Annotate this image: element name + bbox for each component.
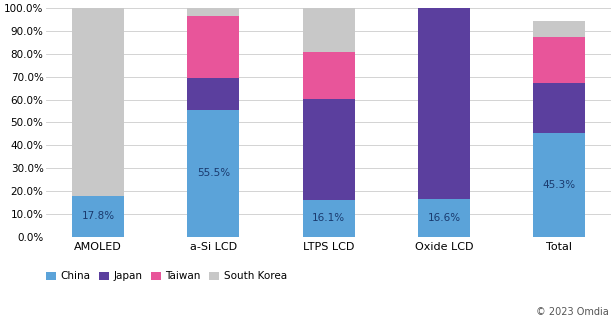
Text: © 2023 Omdia: © 2023 Omdia [536,307,609,317]
Bar [303,52,354,99]
Bar [533,133,585,236]
Bar [72,196,124,236]
Bar [72,8,124,196]
Bar [188,110,239,236]
Text: 16.1%: 16.1% [312,213,345,223]
Text: 45.3%: 45.3% [542,180,576,190]
Bar [303,99,354,200]
Bar [303,200,354,236]
Bar [533,83,585,133]
Text: 55.5%: 55.5% [197,168,230,178]
Bar [303,8,354,52]
Bar [188,78,239,110]
Bar [188,8,239,16]
Bar [533,21,585,37]
Text: 17.8%: 17.8% [81,211,114,221]
Text: 16.6%: 16.6% [427,212,461,223]
Bar [418,199,470,236]
Legend: China, Japan, Taiwan, South Korea: China, Japan, Taiwan, South Korea [46,271,287,282]
Bar [533,37,585,83]
Bar [418,8,470,199]
Bar [188,16,239,78]
